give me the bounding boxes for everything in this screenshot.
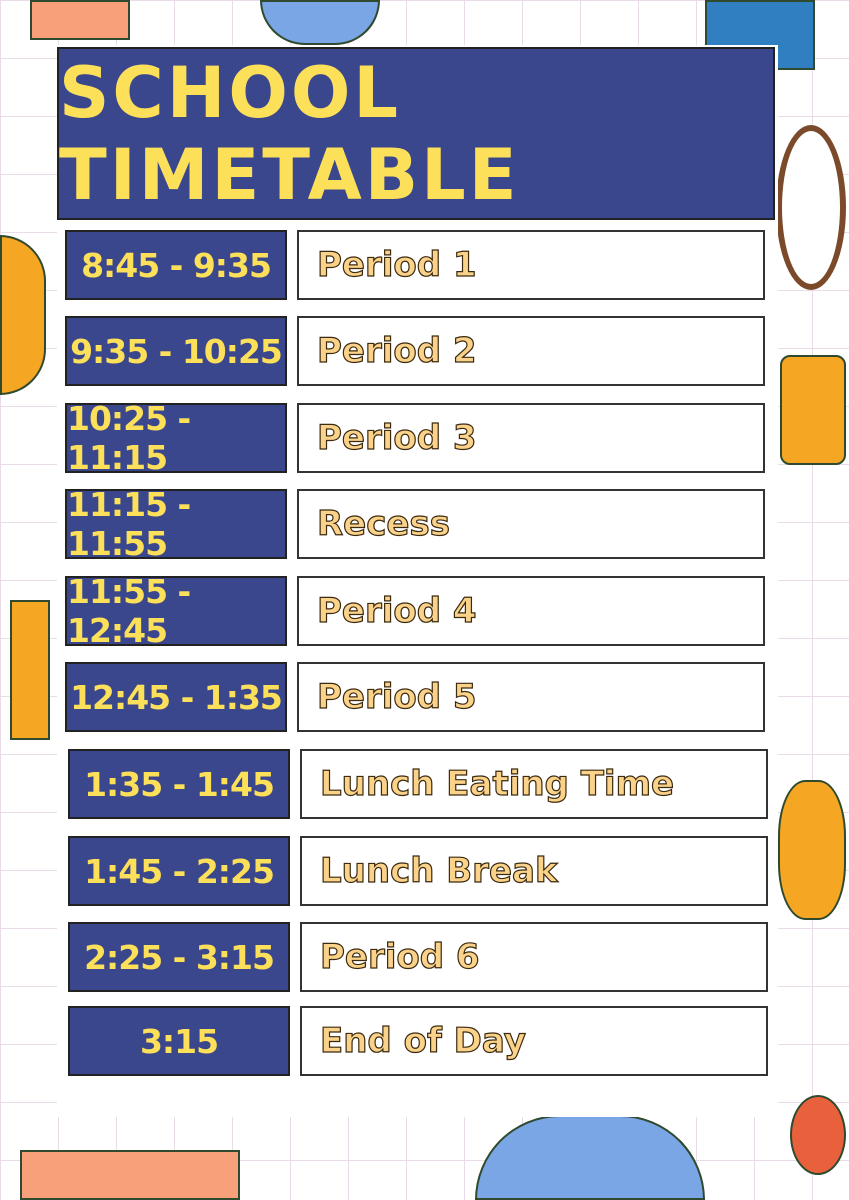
time-slot: 12:45 - 1:35 [65,662,287,732]
marker-decoration [20,1150,240,1200]
time-slot: 1:35 - 1:45 [68,749,290,819]
period-label: End of Day [300,1006,768,1076]
header-banner: SCHOOL TIMETABLE [57,47,775,220]
timetable-row: 10:25 - 11:15 Period 3 [65,399,765,477]
timetable-row: 12:45 - 1:35 Period 5 [65,662,765,732]
page-title: SCHOOL TIMETABLE [59,51,520,216]
period-label: Period 3 [297,403,765,473]
timetable-row: 3:15 End of Day [68,1006,768,1076]
timetable-row: 9:35 - 10:25 Period 2 [65,316,765,386]
globe-decoration [475,1115,705,1200]
time-slot: 8:45 - 9:35 [65,230,287,300]
period-label: Period 1 [297,230,765,300]
planet-decoration [790,1095,846,1175]
basketball-decoration [0,235,46,395]
pencil-decoration [10,600,50,740]
time-slot: 11:15 - 11:55 [65,485,287,563]
time-slot: 11:55 - 12:45 [65,572,287,650]
timetable-row: 1:35 - 1:45 Lunch Eating Time [68,749,768,819]
timetable-row: 8:45 - 9:35 Period 1 [65,230,765,300]
timetable-row: 11:15 - 11:55 Recess [65,485,765,563]
period-label: Period 6 [300,922,768,992]
clock-decoration [776,125,846,290]
lightbulb-decoration [778,780,846,920]
timetable-row: 2:25 - 3:15 Period 6 [68,922,768,992]
period-label: Recess [297,489,765,559]
time-slot: 10:25 - 11:15 [65,399,287,477]
period-label: Period 5 [297,662,765,732]
time-slot: 9:35 - 10:25 [65,316,287,386]
cap-decoration [260,0,380,45]
period-label: Lunch Eating Time [300,749,768,819]
triangle-ruler-decoration [780,355,846,465]
time-slot: 1:45 - 2:25 [68,836,290,906]
time-slot: 2:25 - 3:15 [68,922,290,992]
time-slot: 3:15 [68,1006,290,1076]
period-label: Period 2 [297,316,765,386]
notebook-decoration [30,0,130,40]
timetable-row: 1:45 - 2:25 Lunch Break [68,836,768,906]
period-label: Lunch Break [300,836,768,906]
timetable-row: 11:55 - 12:45 Period 4 [65,572,765,650]
period-label: Period 4 [297,576,765,646]
